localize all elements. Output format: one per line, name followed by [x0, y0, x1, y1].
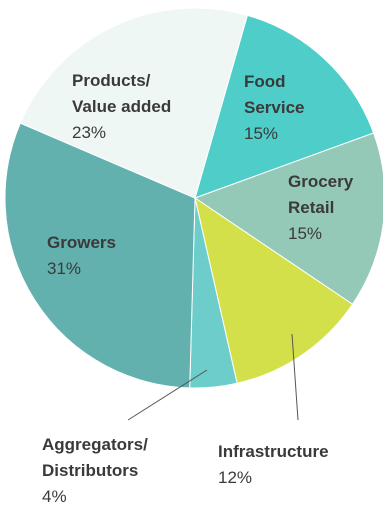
slice-percent-infrastructure: 12%: [218, 468, 252, 487]
slice-label-food-service: Service: [244, 98, 305, 117]
slice-label-grocery-retail: Retail: [288, 198, 334, 217]
slice-percent-growers: 31%: [47, 259, 81, 278]
leader-line-infrastructure: [291, 333, 299, 421]
slice-label-aggregators-distributors: Aggregators/: [42, 435, 148, 454]
pie-slice-grocery-retail: [193, 132, 383, 305]
slice-percent-food-service: 15%: [244, 124, 278, 143]
pie-slice-infrastructure: [194, 196, 354, 384]
pie-slice-growers: [4, 122, 196, 389]
slice-label-products-value-added: Value added: [72, 97, 171, 116]
slice-label-growers: Growers: [47, 233, 116, 252]
slice-percent-grocery-retail: 15%: [288, 224, 322, 243]
slice-label-products-value-added: Products/: [72, 71, 151, 90]
pie-slice-products-value-added: [19, 7, 248, 199]
slice-percent-aggregators-distributors: 4%: [42, 487, 67, 506]
slice-label-aggregators-distributors: Distributors: [42, 461, 138, 480]
leader-line-aggregators-distributors: [127, 369, 208, 421]
slice-label-infrastructure: Infrastructure: [218, 442, 329, 461]
slice-percent-products-value-added: 23%: [72, 123, 106, 142]
pie-slice-food-service: [194, 14, 375, 199]
slice-label-food-service: Food: [244, 72, 286, 91]
slice-label-grocery-retail: Grocery: [288, 172, 354, 191]
